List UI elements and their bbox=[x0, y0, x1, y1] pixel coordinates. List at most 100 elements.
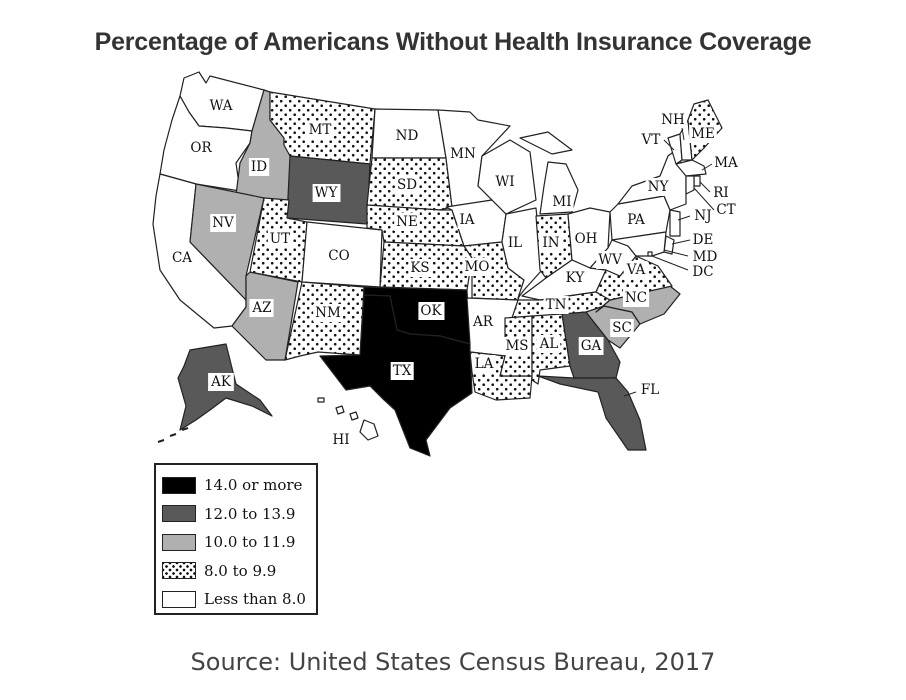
label-HI: HI bbox=[332, 432, 349, 448]
label-SD: SD bbox=[397, 177, 417, 193]
label-AR: AR bbox=[472, 314, 494, 330]
legend-row: 8.0 to 9.9 bbox=[162, 557, 316, 586]
label-OK: OK bbox=[420, 303, 442, 319]
label-bg-WA bbox=[207, 97, 235, 115]
label-KS: KS bbox=[410, 260, 429, 276]
legend-row: 14.0 or more bbox=[162, 471, 316, 500]
label-bg-DC bbox=[690, 263, 716, 281]
label-bg-NH bbox=[659, 111, 688, 129]
label-VT: VT bbox=[641, 132, 661, 148]
label-VA: VA bbox=[626, 262, 646, 278]
label-bg-AZ bbox=[249, 299, 274, 317]
label-bg-TX bbox=[390, 362, 414, 380]
label-TX: TX bbox=[393, 363, 412, 379]
label-bg-ND bbox=[393, 127, 421, 145]
label-bg-VT bbox=[638, 131, 663, 149]
label-IL: IL bbox=[508, 235, 522, 251]
label-NH: NH bbox=[661, 112, 685, 128]
legend-swatch bbox=[162, 505, 196, 523]
label-bg-WI bbox=[493, 173, 517, 191]
label-bg-AR bbox=[470, 313, 496, 331]
label-bg-DE bbox=[690, 231, 716, 249]
state-DC bbox=[647, 251, 653, 257]
label-bg-MI bbox=[550, 193, 574, 211]
state-NJ bbox=[669, 209, 681, 237]
legend-swatch bbox=[162, 590, 196, 608]
label-OH: OH bbox=[575, 231, 598, 247]
label-bg-ME bbox=[689, 125, 717, 143]
label-MI: MI bbox=[552, 194, 571, 210]
legend-label: Less than 8.0 bbox=[204, 590, 306, 609]
label-CA: CA bbox=[172, 250, 192, 266]
label-bg-GA bbox=[578, 337, 604, 355]
label-RI: RI bbox=[713, 185, 729, 201]
label-bg-NY bbox=[645, 178, 672, 196]
label-bg-CT bbox=[714, 201, 738, 219]
label-bg-IN bbox=[540, 234, 562, 252]
label-bg-CA bbox=[169, 249, 195, 267]
label-bg-IA bbox=[457, 211, 477, 229]
label-TN: TN bbox=[546, 297, 567, 313]
label-bg-WV bbox=[596, 251, 625, 269]
label-bg-NE bbox=[394, 213, 420, 231]
label-ND: ND bbox=[396, 128, 419, 144]
label-KY: KY bbox=[566, 270, 586, 286]
label-bg-SC bbox=[610, 319, 634, 337]
label-MA: MA bbox=[714, 155, 738, 171]
label-bg-UT bbox=[267, 230, 293, 248]
state-CT bbox=[685, 175, 695, 195]
label-ID: ID bbox=[251, 159, 267, 175]
label-WI: WI bbox=[495, 174, 514, 190]
label-MD: MD bbox=[693, 249, 718, 265]
label-bg-IL bbox=[505, 234, 525, 252]
legend-label: 10.0 to 11.9 bbox=[204, 533, 296, 552]
legend-label: 8.0 to 9.9 bbox=[204, 561, 277, 580]
label-bg-OR bbox=[188, 139, 215, 157]
label-MS: MS bbox=[505, 338, 528, 354]
label-DE: DE bbox=[693, 232, 714, 248]
label-bg-SD bbox=[394, 176, 420, 194]
label-bg-NM bbox=[313, 304, 343, 322]
label-bg-MA bbox=[712, 154, 741, 172]
label-ME: ME bbox=[691, 126, 715, 142]
label-DC: DC bbox=[692, 264, 713, 280]
aleutian-islands bbox=[157, 427, 189, 443]
leader-lines bbox=[623, 127, 715, 397]
label-CT: CT bbox=[716, 202, 735, 218]
label-bg-NJ bbox=[692, 207, 714, 225]
legend: 14.0 or more 12.0 to 13.9 10.0 to 11.9 8.0 … bbox=[154, 463, 318, 615]
state-MA bbox=[675, 159, 707, 177]
state-RI bbox=[693, 175, 701, 187]
label-FL: FL bbox=[641, 382, 659, 398]
label-NM: NM bbox=[315, 305, 341, 321]
legend-label: 12.0 to 13.9 bbox=[204, 504, 296, 523]
legend-swatch bbox=[162, 476, 196, 494]
label-bg-AL bbox=[536, 335, 561, 353]
label-CO: CO bbox=[328, 248, 349, 264]
legend-label: 14.0 or more bbox=[204, 476, 303, 495]
label-IN: IN bbox=[542, 235, 559, 251]
label-bg-CO bbox=[326, 247, 352, 265]
label-bg-OH bbox=[572, 230, 600, 248]
label-OR: OR bbox=[190, 140, 212, 156]
legend-row: Less than 8.0 bbox=[162, 585, 316, 614]
label-AZ: AZ bbox=[251, 300, 271, 316]
label-bg-KS bbox=[408, 259, 432, 277]
label-bg-VA bbox=[623, 261, 648, 279]
label-IA: IA bbox=[459, 212, 474, 228]
label-bg-MT bbox=[306, 121, 334, 139]
state-HI bbox=[317, 397, 379, 441]
label-MO: MO bbox=[465, 259, 490, 275]
label-bg-FL bbox=[638, 381, 662, 399]
label-bg-OK bbox=[418, 302, 445, 320]
state-FL bbox=[537, 375, 647, 451]
label-NY: NY bbox=[648, 179, 670, 195]
label-NE: NE bbox=[396, 214, 418, 230]
label-bg-WY bbox=[312, 184, 341, 202]
source-note: Source: United States Census Bureau, 201… bbox=[190, 648, 716, 676]
label-bg-MS bbox=[503, 337, 531, 355]
label-LA: LA bbox=[475, 356, 494, 372]
label-MN: MN bbox=[450, 146, 476, 162]
legend-row: 12.0 to 13.9 bbox=[162, 500, 316, 529]
